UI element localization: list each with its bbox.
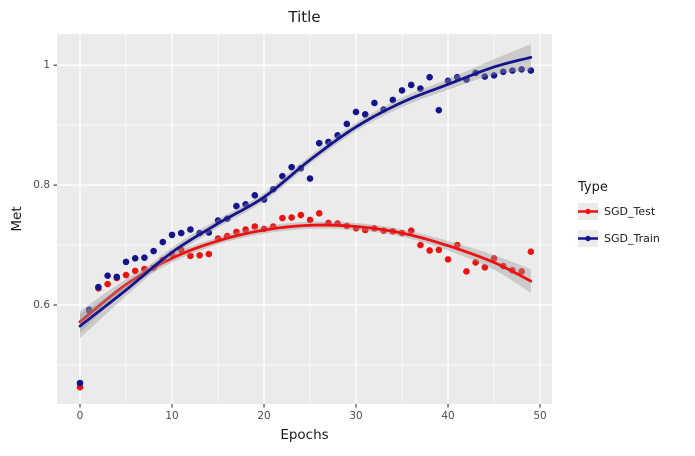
plot-panel <box>53 34 552 408</box>
confidence-band <box>80 44 531 339</box>
y-axis-title: Met <box>9 206 25 232</box>
y-tick-label: 1 <box>43 59 50 72</box>
axis-tick-marks <box>53 64 541 408</box>
legend-entries: SGD_Test SGD_Train <box>578 203 660 247</box>
smooth-line <box>78 55 533 328</box>
smooth-sgd-train <box>78 44 533 339</box>
legend-entry-sgd-train: SGD_Train <box>578 230 660 247</box>
plot-canvas <box>53 34 552 408</box>
x-tick-label: 50 <box>533 410 547 422</box>
x-tick-label: 0 <box>76 410 84 422</box>
confidence-band <box>80 221 531 333</box>
legend: Type SGD_Test SGD_Train <box>578 180 660 257</box>
legend-title: Type <box>578 180 608 195</box>
x-tick-label: 40 <box>441 410 455 422</box>
smooth-sgd-test <box>78 221 533 333</box>
x-tick-label: 20 <box>257 410 271 422</box>
grid-major <box>57 34 552 404</box>
legend-label: SGD_Train <box>604 232 660 245</box>
x-tick-label: 30 <box>349 410 363 422</box>
legend-key-swatch <box>578 230 598 247</box>
legend-key-swatch <box>578 203 598 220</box>
legend-label: SGD_Test <box>604 205 656 218</box>
y-tick-label: 0.6 <box>33 299 50 312</box>
x-axis-title: Epochs <box>280 427 329 443</box>
chart-title: Title <box>288 8 321 26</box>
y-tick-label: 0.8 <box>33 179 50 192</box>
grid-minor <box>57 34 552 404</box>
x-tick-label: 10 <box>165 410 179 422</box>
legend-entry-sgd-test: SGD_Test <box>578 203 660 220</box>
points-sgd-test <box>76 210 535 391</box>
